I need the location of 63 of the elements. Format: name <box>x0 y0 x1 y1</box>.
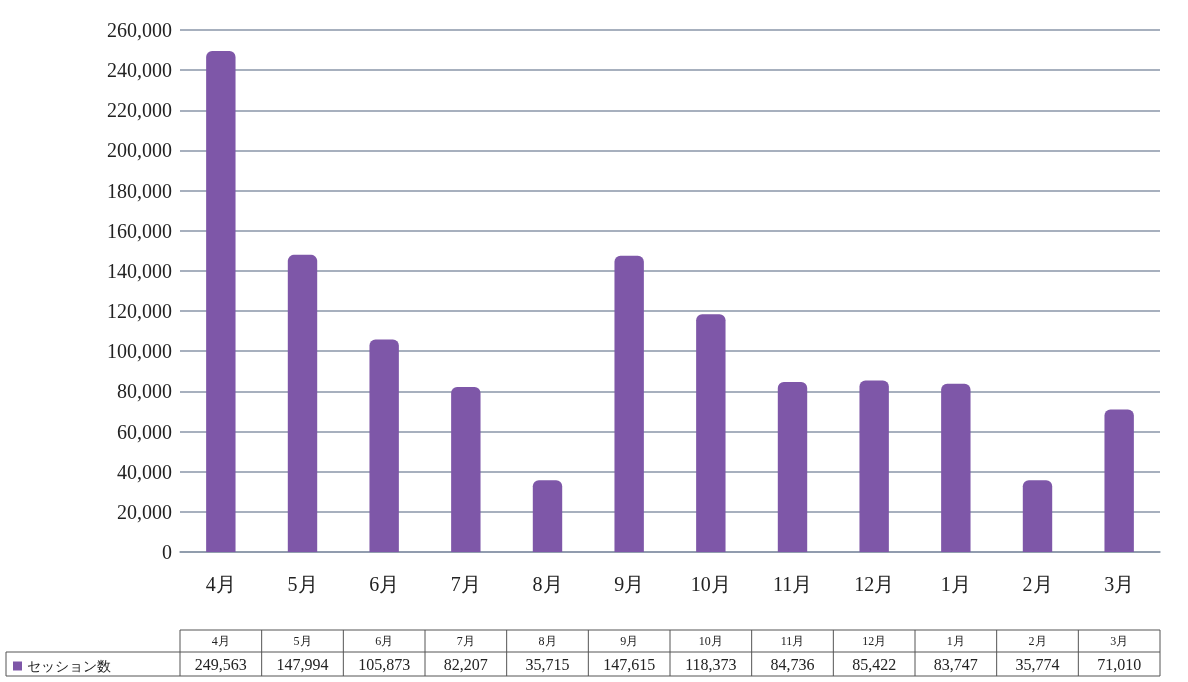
bar <box>696 314 726 552</box>
x-tick-label: 2月 <box>1022 573 1053 595</box>
y-tick-label: 240,000 <box>107 59 172 82</box>
y-tick-label: 0 <box>162 541 172 563</box>
data-label: 71,010 <box>1097 655 1142 673</box>
category-label: 12月 <box>862 634 887 648</box>
data-label: 147,994 <box>276 655 329 673</box>
data-label: 82,207 <box>443 655 488 673</box>
bar <box>532 480 563 552</box>
legend-label: セッション数 <box>27 658 111 674</box>
y-tick-label: 180,000 <box>107 179 172 202</box>
x-tick-label: 8月 <box>532 573 563 595</box>
data-label: 118,373 <box>685 655 737 673</box>
category-label: 4月 <box>211 634 230 648</box>
category-label: 2月 <box>1028 634 1047 648</box>
y-tick-label: 220,000 <box>107 99 172 122</box>
y-tick-label: 20,000 <box>117 500 172 523</box>
data-label: 85,422 <box>852 655 897 673</box>
data-label: 84,736 <box>770 655 815 673</box>
bar <box>1104 409 1134 552</box>
data-label: 35,774 <box>1015 655 1060 673</box>
category-label: 6月 <box>375 634 394 648</box>
y-tick-label: 40,000 <box>117 460 172 483</box>
data-label: 35,715 <box>525 655 570 673</box>
bar <box>369 339 399 552</box>
category-label: 8月 <box>538 634 557 648</box>
y-tick-label: 100,000 <box>107 340 172 363</box>
y-tick-label: 80,000 <box>117 380 172 403</box>
x-tick-label: 9月 <box>614 573 645 595</box>
data-label: 105,873 <box>358 655 411 673</box>
category-label: 7月 <box>456 634 475 648</box>
y-tick-label: 140,000 <box>107 259 172 282</box>
y-tick-label: 120,000 <box>107 300 172 323</box>
x-tick-label: 3月 <box>1104 573 1135 595</box>
category-label: 5月 <box>293 634 312 648</box>
x-tick-label: 10月 <box>690 573 731 595</box>
bar <box>614 255 644 552</box>
x-tick-label: 5月 <box>287 573 318 595</box>
bar <box>1022 480 1053 552</box>
x-tick-label: 4月 <box>205 573 236 595</box>
data-label: 147,615 <box>603 655 656 673</box>
y-tick-label: 60,000 <box>117 420 172 443</box>
x-tick-label: 12月 <box>854 573 895 595</box>
bar <box>941 383 971 552</box>
bar <box>859 380 889 552</box>
category-label: 10月 <box>698 634 723 648</box>
bar <box>287 254 318 552</box>
category-label: 9月 <box>620 634 639 648</box>
category-label: 11月 <box>780 634 805 648</box>
y-tick-label: 260,000 <box>107 19 172 41</box>
y-tick-label: 160,000 <box>107 219 172 242</box>
x-tick-label: 6月 <box>369 573 400 595</box>
category-label: 3月 <box>1110 634 1129 648</box>
x-tick-label: 7月 <box>450 573 481 595</box>
bar <box>206 50 236 552</box>
category-label: 1月 <box>946 634 965 648</box>
y-tick-label: 200,000 <box>107 139 172 162</box>
x-tick-label: 11月 <box>772 573 813 595</box>
bar <box>451 386 481 552</box>
bar <box>777 381 808 552</box>
data-label: 249,563 <box>194 655 247 673</box>
data-label: 83,747 <box>933 655 978 673</box>
x-tick-label: 1月 <box>940 573 971 595</box>
